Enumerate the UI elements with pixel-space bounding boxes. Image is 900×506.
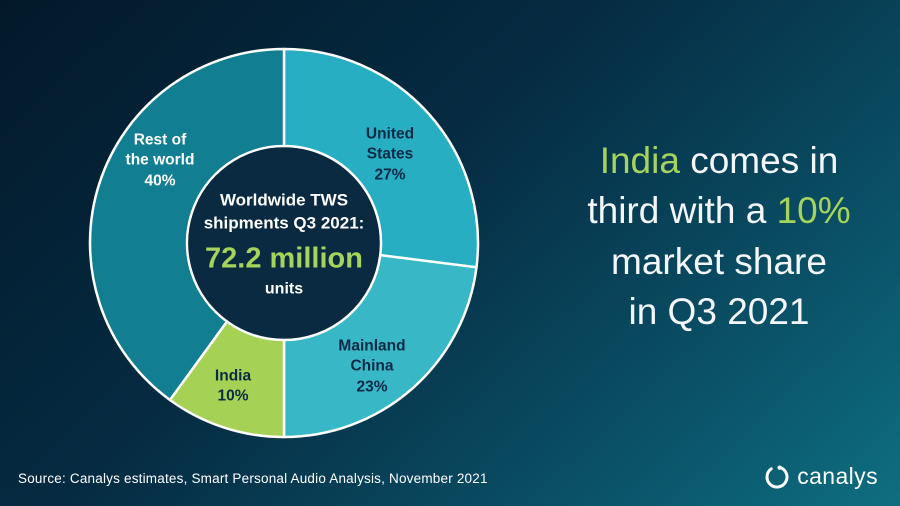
donut-center-text: Worldwide TWS shipments Q3 2021: 72.2 mi… — [194, 190, 374, 299]
canalys-logo: canalys — [764, 463, 878, 490]
center-title-line2: shipments Q3 2021: — [203, 213, 365, 233]
headline-accent-text: 10% — [776, 190, 851, 232]
slice-label-mainland-china: Mainland China 23% — [338, 337, 406, 396]
center-title-line1: Worldwide TWS — [219, 190, 349, 210]
donut-slice-mainland-china — [282, 253, 478, 439]
center-total-value: 72.2 million — [205, 242, 363, 275]
headline-text: comes in third with a — [587, 140, 839, 232]
slice-label-rest-of-world: Rest of the world 40% — [125, 131, 195, 190]
canalys-logo-text: canalys — [797, 463, 878, 489]
headline: India comes in third with a 10% market s… — [543, 136, 895, 337]
donut-svg — [88, 47, 480, 439]
slice-label-india: India 10% — [214, 367, 252, 405]
donut-chart: United States 27% Mainland China 23% Ind… — [86, 45, 482, 441]
donut-slice-rest-of-the-world — [88, 47, 286, 402]
headline-text: market share in Q3 2021 — [611, 240, 827, 332]
center-units: units — [264, 280, 304, 298]
slice-label-united-states: United States 27% — [365, 125, 415, 184]
headline-accent-text: India — [599, 140, 680, 181]
canalys-logo-icon — [765, 465, 789, 488]
source-note: Source: Canalys estimates, Smart Persona… — [18, 471, 488, 486]
donut-slice-united-states — [282, 47, 480, 269]
donut-center-circle — [188, 147, 380, 339]
